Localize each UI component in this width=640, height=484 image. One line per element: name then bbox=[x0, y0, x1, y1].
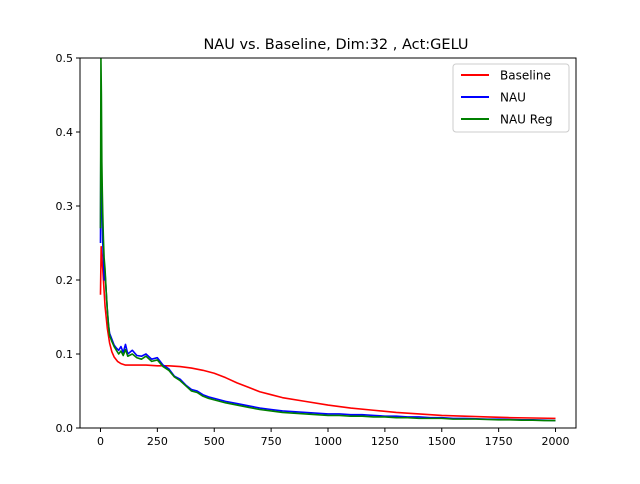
x-tick-label: 1500 bbox=[428, 435, 456, 448]
x-tick-label: 750 bbox=[261, 435, 282, 448]
legend-label: NAU bbox=[500, 91, 526, 105]
y-tick-label: 0.5 bbox=[56, 52, 74, 65]
x-tick-label: 0 bbox=[97, 435, 104, 448]
x-axis: 0 250 500 750 1000 1250 1500 1750 2000 bbox=[97, 428, 570, 448]
series-line-baseline bbox=[99, 245, 556, 420]
legend: Baseline NAU NAU Reg bbox=[452, 63, 570, 133]
x-tick-label: 250 bbox=[147, 435, 168, 448]
x-tick-label: 500 bbox=[204, 435, 225, 448]
chart-title: NAU vs. Baseline, Dim:32 , Act:GELU bbox=[203, 37, 468, 53]
y-tick-label: 0.1 bbox=[56, 348, 74, 361]
x-tick-label: 1250 bbox=[371, 435, 399, 448]
legend-box bbox=[452, 63, 570, 133]
y-tick-label: 0.0 bbox=[56, 422, 74, 435]
legend-label: NAU Reg bbox=[500, 113, 553, 127]
series-line-nau-reg bbox=[99, 58, 556, 422]
legend-label: Baseline bbox=[500, 69, 551, 83]
series-layer bbox=[99, 58, 556, 422]
x-tick-label: 1000 bbox=[314, 435, 342, 448]
y-axis: 0.0 0.1 0.2 0.3 0.4 0.5 bbox=[56, 52, 80, 435]
x-tick-label: 1750 bbox=[485, 435, 513, 448]
x-tick-label: 2000 bbox=[542, 435, 570, 448]
y-tick-label: 0.3 bbox=[56, 200, 74, 213]
y-tick-label: 0.2 bbox=[56, 274, 74, 287]
y-tick-label: 0.4 bbox=[56, 126, 74, 139]
